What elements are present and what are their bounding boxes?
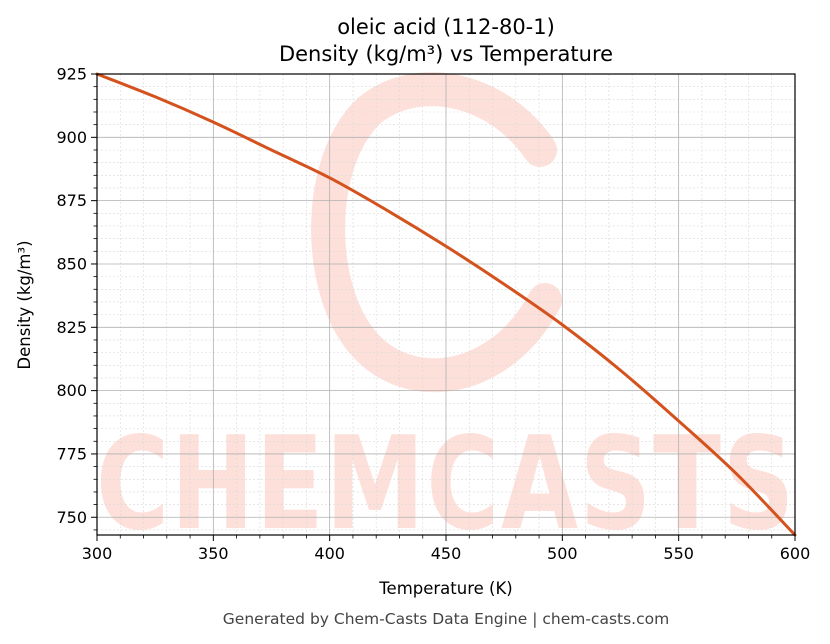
chart-subtitle: Density (kg/m³) vs Temperature (279, 42, 613, 66)
y-tick-label: 775 (56, 444, 87, 463)
x-tick-label: 550 (663, 544, 694, 563)
y-tick-label: 800 (56, 381, 87, 400)
chart-title: oleic acid (112-80-1) (337, 15, 555, 39)
series-layer (95, 72, 797, 537)
y-tick-label: 900 (56, 128, 87, 147)
watermark-logo-ring (311, 72, 562, 393)
y-tick-label: 875 (56, 191, 87, 210)
x-tick-label: 600 (780, 544, 811, 563)
footer-credit: Generated by Chem-Casts Data Engine | ch… (223, 610, 669, 628)
y-tick-label: 850 (56, 254, 87, 273)
x-tick-label: 450 (431, 544, 462, 563)
x-tick-label: 500 (547, 544, 578, 563)
axis-ticks (91, 73, 796, 541)
x-tick-label: 300 (82, 544, 113, 563)
x-tick-label: 350 (198, 544, 229, 563)
density-series-line (95, 72, 797, 537)
y-tick-label: 825 (56, 318, 87, 337)
y-tick-label: 750 (56, 508, 87, 527)
x-axis-label: Temperature (K) (378, 579, 512, 598)
y-axis-label: Density (kg/m³) (15, 240, 34, 369)
x-tick-labels: 300 350 400 450 500 550 600 (82, 544, 811, 563)
watermark-text: CHEMCASTS (96, 410, 796, 559)
chemcasts-watermark: CHEMCASTS (96, 72, 796, 559)
y-tick-labels: 750 775 800 825 850 875 900 925 (56, 65, 87, 527)
x-tick-label: 400 (314, 544, 345, 563)
major-grid (97, 74, 795, 535)
y-tick-label: 925 (56, 65, 87, 84)
